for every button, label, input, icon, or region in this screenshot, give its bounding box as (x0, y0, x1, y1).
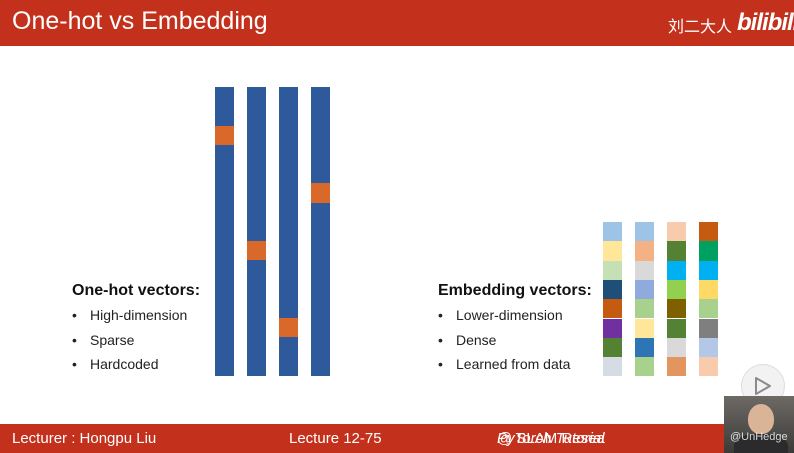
embedding-element (603, 260, 622, 280)
embedding-element (603, 222, 622, 242)
embedding-element (667, 222, 686, 242)
embedding-element (667, 318, 686, 338)
embedding-element (699, 318, 718, 338)
embedding-element (635, 357, 654, 377)
embedding-element (603, 337, 622, 358)
embedding-element (699, 279, 718, 300)
embedding-element (603, 357, 622, 377)
embedding-element (667, 357, 686, 377)
embedding-element (699, 241, 718, 261)
play-icon (755, 377, 771, 395)
onehot-heading: One-hot vectors: (72, 282, 201, 299)
embedding-element (603, 241, 622, 261)
embedding-bullet: • Learned from data (438, 356, 571, 372)
onehot-vector (311, 87, 330, 376)
embedding-bullet: • Dense (438, 332, 497, 348)
embedding-element (667, 260, 686, 280)
title-bar: One-hot vs Embedding 刘二大人 bilibili (0, 0, 794, 46)
webcam-head (748, 404, 774, 434)
bilibili-logo: bilibili (737, 9, 794, 36)
onehot-vector (279, 87, 298, 376)
embedding-bullet: • Lower-dimension (438, 307, 563, 323)
embedding-element (603, 279, 622, 300)
embedding-element (635, 299, 654, 319)
embedding-element (667, 241, 686, 261)
embedding-element (699, 299, 718, 319)
embedding-element (667, 299, 686, 319)
author-brand: 刘二大人 (668, 17, 733, 36)
embedding-element (635, 222, 654, 242)
embedding-element (603, 318, 622, 338)
onehot-bullet: • High-dimension (72, 307, 188, 323)
embedding-element (699, 357, 718, 377)
embedding-element (699, 260, 718, 280)
embedding-vector (603, 222, 622, 377)
embedding-element (667, 279, 686, 300)
embedding-vector (699, 222, 718, 377)
onehot-vector (215, 87, 234, 376)
onehot-bullet: • Sparse (72, 332, 135, 348)
lecture-number: Lecture 12-75 (289, 430, 382, 447)
embedding-heading: Embedding vectors: (438, 282, 592, 299)
onehot-hot-element (279, 318, 298, 338)
slide-title: One-hot vs Embedding (12, 7, 268, 35)
embedding-vector (635, 222, 654, 377)
embedding-vector (667, 222, 686, 377)
embedding-element (699, 337, 718, 358)
embedding-element (635, 241, 654, 261)
embedding-element (635, 337, 654, 358)
embedding-element (635, 260, 654, 280)
embedding-element (603, 299, 622, 319)
footer-bar: Lecturer : Hongpu Liu Lecture 12-75 PyTo… (0, 424, 794, 453)
embedding-element (699, 222, 718, 242)
onehot-hot-element (247, 241, 266, 261)
embedding-element (667, 337, 686, 358)
onehot-hot-element (311, 183, 330, 203)
lecturer-webcam (724, 396, 794, 453)
onehot-hot-element (215, 125, 234, 145)
lecturer-name: Lecturer : Hongpu Liu (12, 430, 157, 447)
watermark: @UnHedge (730, 431, 788, 443)
embedding-element (635, 318, 654, 338)
webcam-body (734, 434, 788, 453)
embedding-element (635, 279, 654, 300)
onehot-vector (247, 87, 266, 376)
onehot-bullet: • Hardcoded (72, 356, 159, 372)
